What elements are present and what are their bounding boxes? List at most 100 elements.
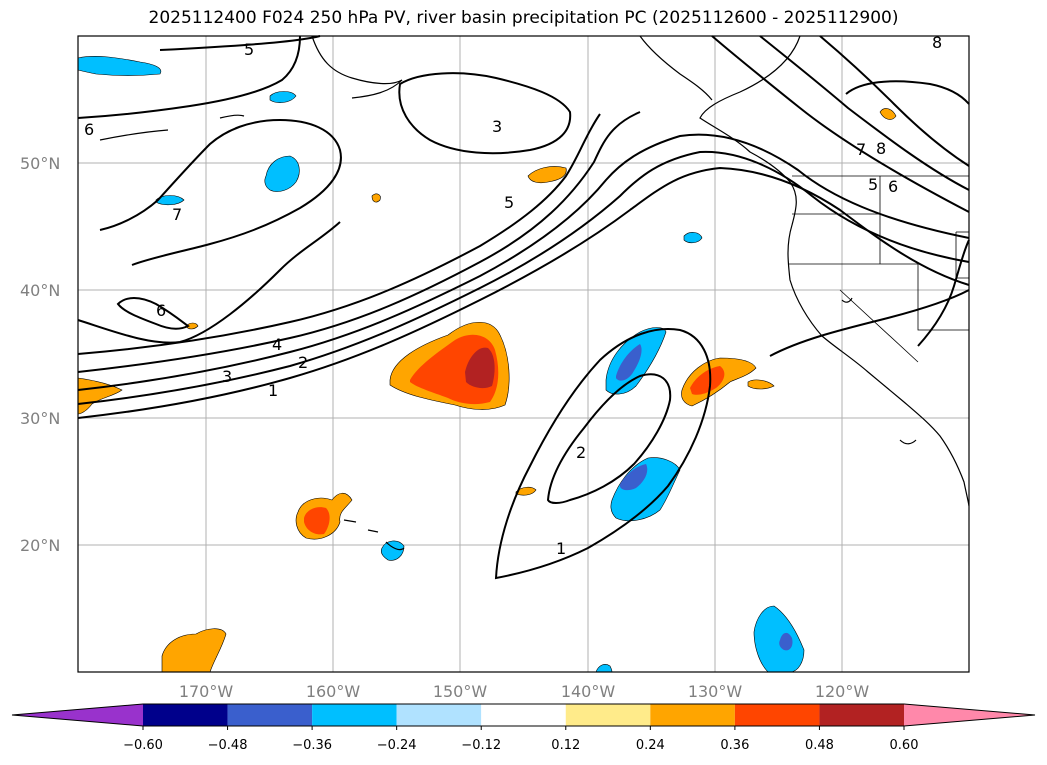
precip-blob-small-3 [879, 108, 897, 120]
colorbar [11, 703, 1036, 727]
contour-7-west [99, 118, 342, 266]
contour-2-east-loop [546, 373, 672, 504]
precip-blob-neg-nw-2 [77, 56, 162, 76]
colorbar-segment [227, 704, 313, 726]
precip-blob-neg-nw [264, 155, 300, 192]
pv-contours [77, 35, 970, 580]
precip-blob-southwest [161, 628, 227, 673]
colorbar-tick-label: 0.24 [636, 738, 665, 753]
contour-east-loop-right [845, 80, 970, 105]
contour-east-right-lower [769, 289, 970, 357]
colorbar-tick-label: 0.60 [890, 738, 919, 753]
lon-label: 150°W [433, 682, 488, 701]
contour-1-pv [77, 166, 970, 419]
precip-blob-neg-east-2-core [620, 464, 648, 491]
precip-blob-neg-small-2 [683, 232, 703, 244]
contour-label: 7 [172, 205, 182, 224]
precip-blob-small-4 [185, 322, 199, 330]
map-frame [77, 35, 970, 673]
contour-6-west-top [77, 35, 301, 119]
colorbar-segment [143, 704, 228, 726]
contour-label: 3 [492, 117, 502, 136]
contour-label: 8 [876, 139, 886, 158]
contour-label: 2 [298, 353, 308, 372]
contour-label: 6 [84, 120, 94, 139]
colorbar-tick-label: −0.12 [461, 738, 501, 753]
lon-label: 120°W [815, 682, 870, 701]
precip-blob-east-pacific-core [690, 366, 725, 395]
lat-label: 30°N [20, 409, 60, 428]
contour-label: 7 [856, 140, 866, 159]
colorbar-tick-label: −0.24 [377, 738, 417, 753]
contour-label: 5 [868, 175, 878, 194]
colorbar-segment [396, 704, 482, 726]
lat-label: 40°N [20, 281, 60, 300]
precip-blob-north-1 [527, 166, 567, 184]
precip-blob-small-5 [371, 193, 381, 203]
contour-label: 1 [268, 381, 278, 400]
contour-east-north-3 [819, 35, 970, 167]
contour-3-pv [77, 133, 970, 391]
contour-label: 3 [222, 367, 232, 386]
lon-label: 130°W [688, 682, 743, 701]
contour-4-pv [77, 111, 641, 373]
contour-6-low [77, 221, 341, 344]
precip-blob-neg-small-1 [155, 195, 185, 206]
latitude-labels: 50°N 40°N 30°N 20°N [20, 154, 60, 555]
colorbar-tick-label: −0.60 [123, 738, 163, 753]
contour-east-north-1 [711, 35, 970, 213]
contour-label: 5 [504, 193, 514, 212]
colorbar-segment [565, 704, 651, 726]
contour-label: 6 [888, 177, 898, 196]
map-title: 2025112400 F024 250 hPa PV, river basin … [148, 8, 899, 28]
precip-blob-small-2 [515, 486, 537, 496]
colorbar-segment [734, 704, 820, 726]
precip-blob-small-1 [747, 379, 775, 390]
colorbar-segment [650, 704, 735, 726]
colorbar-tick-label: 0.12 [551, 738, 580, 753]
contour-5-west-top [159, 35, 321, 51]
contour-6-small-loop [116, 297, 190, 330]
contour-labels: 5 6 3 7 6 5 4 2 3 1 2 1 7 8 5 6 8 [84, 33, 942, 558]
precip-blob-hawaii-west-core [304, 507, 330, 535]
lat-label: 50°N [20, 154, 60, 173]
precip-positive-regions [77, 108, 897, 673]
colorbar-segment [312, 704, 397, 726]
longitude-labels: 170°W 160°W 150°W 140°W 130°W 120°W [179, 682, 870, 701]
lon-label: 160°W [306, 682, 361, 701]
precip-blob-central-pacific-max [465, 347, 495, 389]
precip-blob-neg-south [753, 605, 805, 673]
precip-blob-neg-east-2 [610, 457, 681, 522]
contour-label: 5 [244, 40, 254, 59]
colorbar-extend-high [904, 704, 1035, 726]
lon-label: 170°W [179, 682, 234, 701]
colorbar-segment [819, 704, 904, 726]
precip-blob-neg-nw-3 [269, 91, 297, 103]
coastlines [99, 35, 970, 551]
contour-big-east-loop [494, 328, 712, 580]
precip-negative-regions [77, 56, 805, 673]
contour-label: 4 [272, 335, 282, 354]
colorbar-segment [481, 704, 566, 726]
colorbar-tick-label: 0.48 [805, 738, 834, 753]
precip-blob-neg-hawaii [380, 540, 405, 561]
contour-5-pv [77, 113, 601, 355]
contour-east-north-2 [759, 35, 970, 191]
contour-3-north-loop [398, 72, 572, 155]
contour-label: 1 [556, 539, 566, 558]
lat-label: 20°N [20, 536, 60, 555]
precip-blob-neg-east-1-core [616, 344, 642, 381]
colorbar-ticks: −0.60 −0.48 −0.36 −0.24 −0.12 0.12 0.24 0.36 0.4… [123, 726, 918, 753]
precip-blob-neg-south-core [779, 632, 793, 651]
map-background [78, 36, 969, 672]
contour-label: 2 [576, 443, 586, 462]
colorbar-tick-label: −0.48 [208, 738, 248, 753]
lon-label: 140°W [561, 682, 616, 701]
contour-label: 8 [932, 33, 942, 52]
contour-2-pv [77, 150, 970, 405]
colorbar-tick-label: −0.36 [292, 738, 332, 753]
colorbar-tick-label: 0.36 [720, 738, 749, 753]
colorbar-extend-low [12, 704, 143, 726]
contour-label: 6 [156, 301, 166, 320]
